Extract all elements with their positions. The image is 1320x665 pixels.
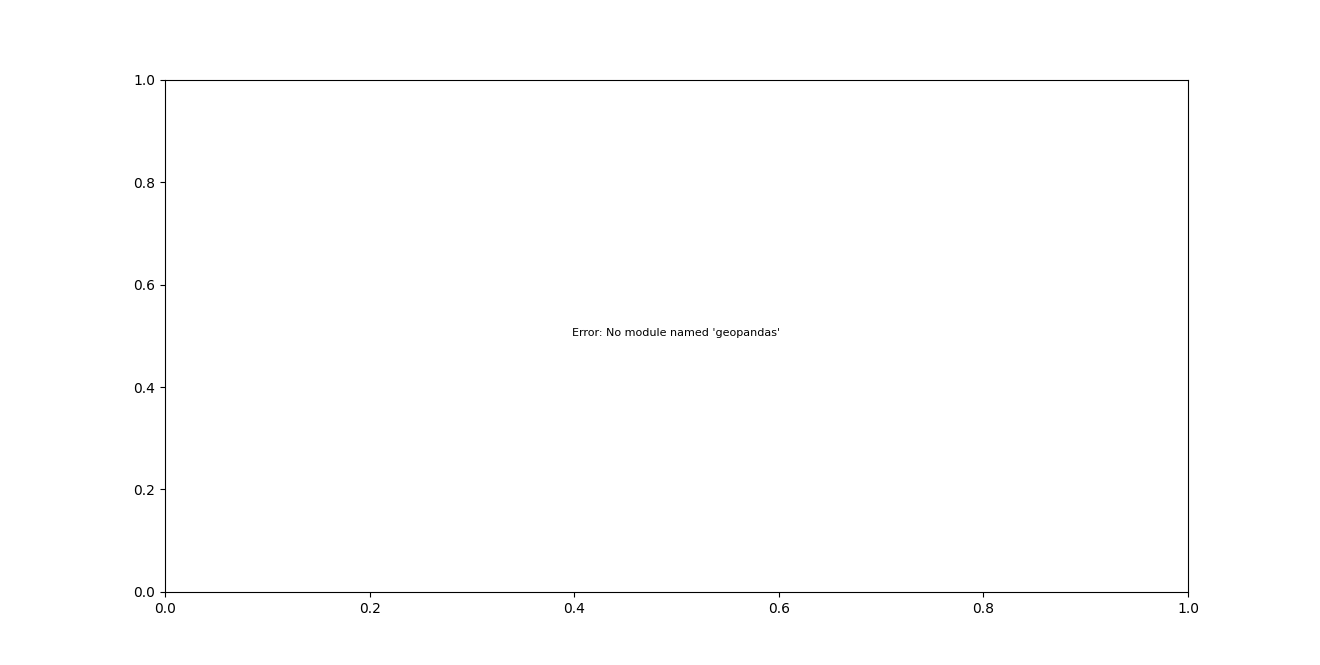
- Text: Error: No module named 'geopandas': Error: No module named 'geopandas': [573, 328, 780, 338]
